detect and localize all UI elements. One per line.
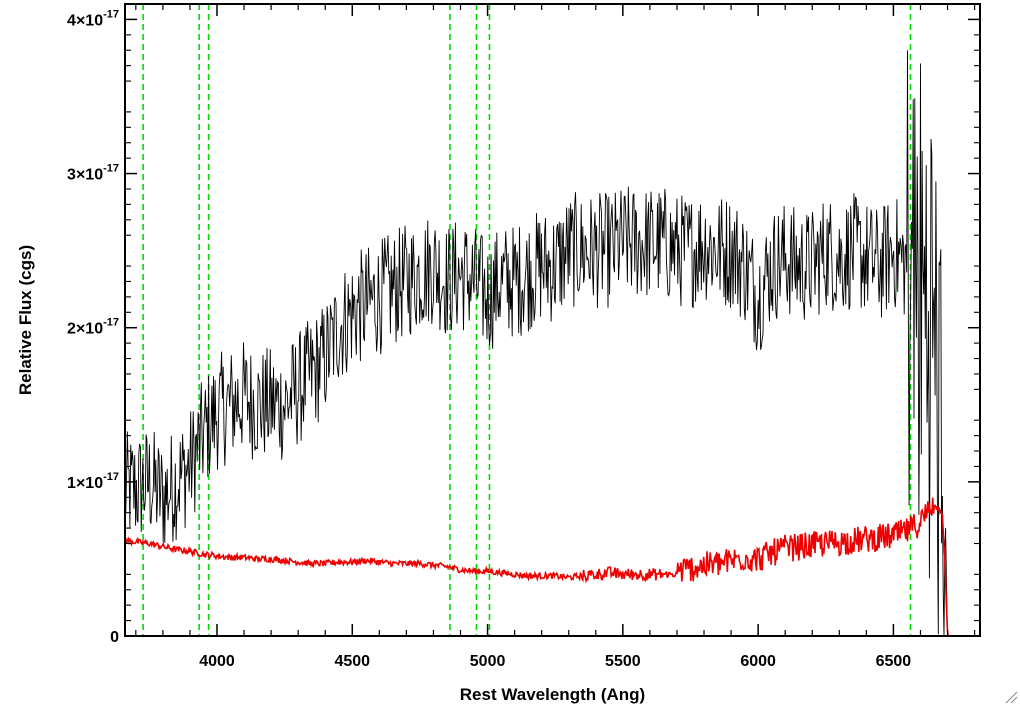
x-axis-title: Rest Wavelength (Ang) xyxy=(460,685,645,704)
x-tick-label: 4500 xyxy=(334,653,370,670)
x-tick-label: 5500 xyxy=(605,653,641,670)
spectrum-series-line xyxy=(124,50,953,637)
y-tick-label: 4×10-17 xyxy=(67,8,119,29)
x-tick-label: 5000 xyxy=(470,653,506,670)
spectrum-series-line xyxy=(124,497,980,637)
resize-grip-icon[interactable] xyxy=(1004,690,1018,704)
y-tick-label: 2×10-17 xyxy=(67,317,119,338)
y-tick-label: 3×10-17 xyxy=(67,163,119,184)
y-tick-label: 0 xyxy=(110,629,119,646)
x-tick-label: 6500 xyxy=(876,653,912,670)
axis-ticks xyxy=(125,4,980,637)
series-layer xyxy=(124,50,980,637)
y-tick-labels: 0 1×10-17 2×10-17 3×10-17 4×10-17 xyxy=(67,8,119,646)
y-axis-title: Relative Flux (cgs) xyxy=(16,245,35,395)
x-tick-labels: 4000 4500 5000 5500 6000 6500 xyxy=(199,653,911,670)
x-tick-label: 6000 xyxy=(740,653,776,670)
x-tick-label: 4000 xyxy=(199,653,235,670)
plot-frame xyxy=(124,3,981,637)
y-tick-label: 1×10-17 xyxy=(67,471,119,492)
